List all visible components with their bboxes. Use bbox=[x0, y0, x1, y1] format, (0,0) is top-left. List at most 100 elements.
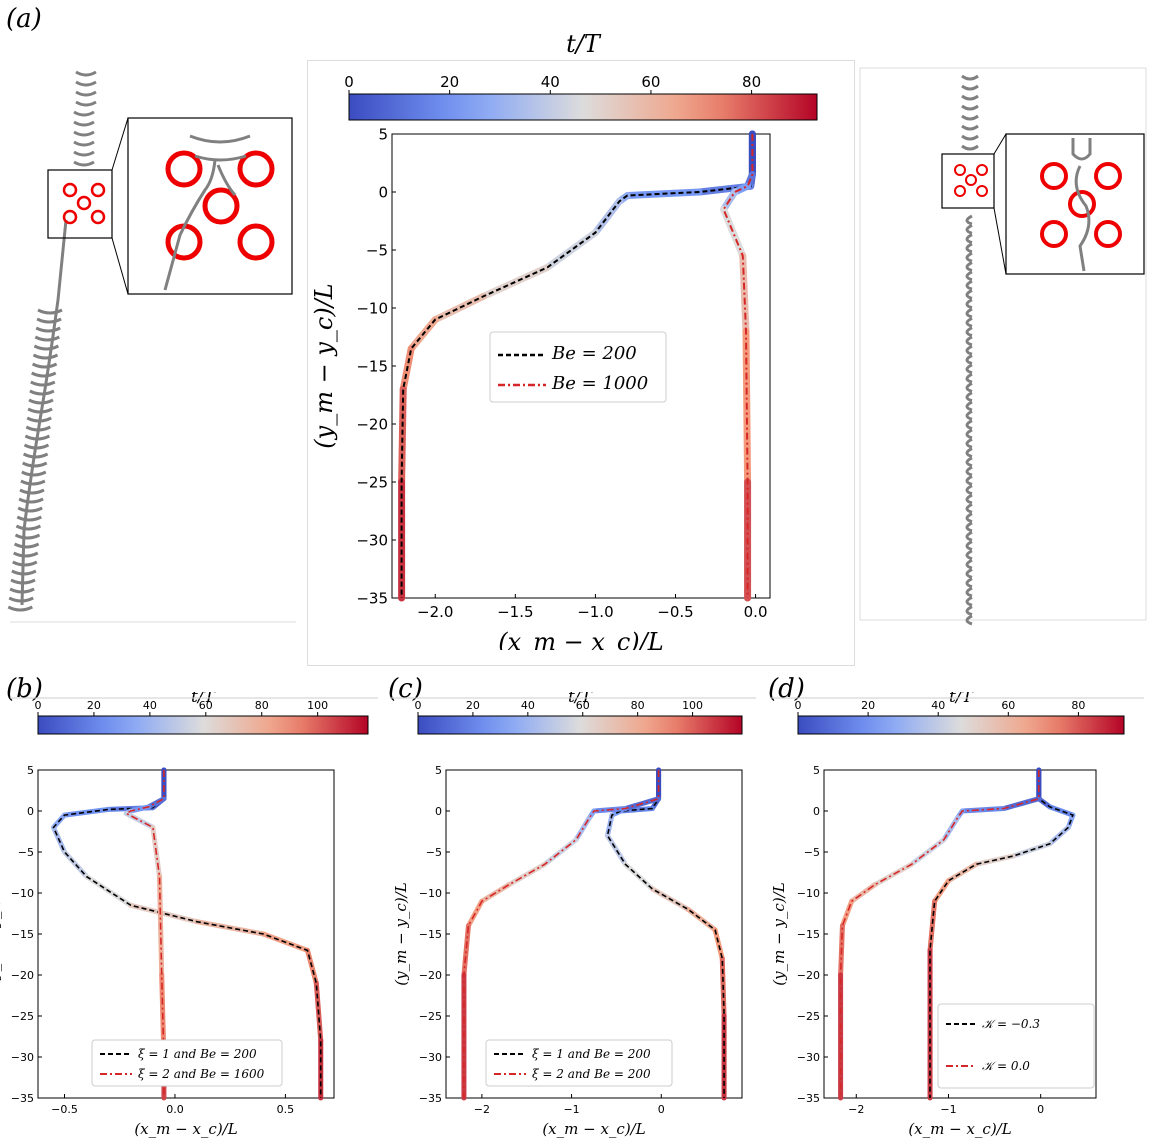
colorbar-tick-label: 40 bbox=[521, 699, 535, 712]
y-tick-label: −10 bbox=[11, 887, 34, 900]
x-tick-label: −1.5 bbox=[497, 603, 533, 621]
y-axis-label: (y_m − y_c)/L bbox=[310, 283, 338, 448]
legend-entry: 𝒦 = 0.0 bbox=[982, 1059, 1030, 1073]
colorbar-tick-label: 20 bbox=[440, 73, 459, 91]
y-tick-label: −10 bbox=[356, 299, 388, 317]
colorbar-label: t/T bbox=[566, 30, 602, 58]
colorbar-tick-label: 20 bbox=[466, 699, 480, 712]
x-tick-label: −0.5 bbox=[657, 603, 693, 621]
colorbar bbox=[348, 93, 818, 121]
y-tick-label: −25 bbox=[797, 1010, 820, 1023]
x-tick-label: 0.5 bbox=[277, 1103, 295, 1116]
y-tick-label: −35 bbox=[797, 1092, 820, 1105]
colorbar-tick-label: 60 bbox=[576, 699, 590, 712]
colorbar-label: t/T bbox=[949, 692, 975, 707]
y-tick-label: 5 bbox=[27, 764, 34, 777]
chart-c: t/T0 20 40 60 80 100−2 −1 050−5−10−15−20−25−30−… bbox=[390, 692, 756, 1138]
colorbar-tick-label: 40 bbox=[931, 699, 945, 712]
y-tick-label: −5 bbox=[804, 846, 820, 859]
y-tick-label: −10 bbox=[797, 887, 820, 900]
legend bbox=[937, 1003, 1095, 1089]
series-line bbox=[606, 770, 725, 1098]
zoom-source-box bbox=[47, 169, 113, 239]
series-line bbox=[839, 770, 1040, 1098]
y-tick-label: 5 bbox=[813, 764, 820, 777]
colorbar-label: t/T bbox=[568, 692, 594, 707]
x-axis-label: (x_m − x_c)/L bbox=[542, 1120, 645, 1138]
zoom-inset-box bbox=[127, 117, 293, 295]
swimmer-snapshot-left bbox=[7, 70, 296, 623]
y-tick-label: −20 bbox=[797, 969, 820, 982]
trail-marks-right bbox=[961, 74, 979, 626]
y-tick-label: −20 bbox=[356, 415, 388, 433]
x-tick-label: −1 bbox=[940, 1103, 956, 1116]
legend-entry: ξ = 1 and Be = 200 bbox=[138, 1047, 257, 1061]
y-tick-label: 5 bbox=[435, 764, 442, 777]
colorbar-tick-label: 100 bbox=[682, 699, 703, 712]
series-line bbox=[929, 770, 1074, 1098]
colorbar-tick-label: 20 bbox=[87, 699, 101, 712]
y-tick-label: −30 bbox=[797, 1051, 820, 1064]
y-tick-label: −15 bbox=[419, 928, 442, 941]
panel-label-d: (d) bbox=[768, 674, 805, 704]
colorbar-tick-label: 100 bbox=[307, 699, 328, 712]
trajectory-segment bbox=[927, 898, 938, 953]
trajectory-segment bbox=[128, 902, 200, 925]
x-axis-label: (x_m − x_c)/L bbox=[908, 1120, 1011, 1138]
y-tick-label: −30 bbox=[419, 1051, 442, 1064]
colorbar-tick-label: 80 bbox=[742, 73, 761, 91]
y-tick-label: −35 bbox=[356, 589, 388, 607]
series-0 bbox=[50, 767, 324, 1101]
colorbar-tick-label: 0 bbox=[415, 699, 422, 712]
y-tick-label: −15 bbox=[11, 928, 34, 941]
y-tick-label: −25 bbox=[11, 1010, 34, 1023]
trajectory-segment bbox=[62, 806, 112, 818]
y-tick-label: −15 bbox=[356, 357, 388, 375]
y-tick-label: −5 bbox=[366, 241, 388, 259]
x-tick-label: 0.0 bbox=[744, 603, 768, 621]
y-tick-label: −25 bbox=[419, 1010, 442, 1023]
colorbar-tick-label: 40 bbox=[541, 73, 560, 91]
legend-entry: ξ = 1 and Be = 200 bbox=[532, 1047, 651, 1061]
chart-b: t/T 0 20 40 60 80 100 −0.5 0.0 0.5 5 0 −5 −10 −15 −20 −2… bbox=[0, 692, 378, 1138]
colorbar-tick-label: 0 bbox=[35, 699, 42, 712]
y-tick-label: −30 bbox=[11, 1051, 34, 1064]
y-tick-label: 0 bbox=[378, 183, 388, 201]
legend-entry: Be = 200 bbox=[551, 343, 637, 364]
colorbar-tick-label: 80 bbox=[255, 699, 269, 712]
legend bbox=[485, 1039, 673, 1087]
series-0 bbox=[604, 767, 727, 1101]
y-axis-label: (y_m − y_c)/L bbox=[392, 882, 410, 985]
x-tick-label: 0 bbox=[658, 1103, 665, 1116]
colorbar-label: t/T bbox=[191, 692, 217, 707]
colorbar-tick-label: 20 bbox=[861, 699, 875, 712]
colorbar-tick-label: 40 bbox=[143, 699, 157, 712]
y-tick-label: −20 bbox=[11, 969, 34, 982]
obstacle-circles-small bbox=[62, 182, 106, 225]
panel-label-a: (a) bbox=[6, 4, 42, 34]
x-tick-label: −2.0 bbox=[417, 603, 453, 621]
colorbar-tick-label: 0 bbox=[795, 699, 802, 712]
y-tick-label: −5 bbox=[18, 846, 34, 859]
colorbar-tick-label: 80 bbox=[631, 699, 645, 712]
x-tick-label: −2 bbox=[848, 1103, 864, 1116]
series-1 bbox=[461, 767, 662, 1101]
x-tick-label: 0.0 bbox=[166, 1103, 184, 1116]
legend-entry: ξ = 2 and Be = 1600 bbox=[138, 1067, 265, 1081]
legend-entry: ξ = 2 and Be = 200 bbox=[532, 1067, 651, 1081]
swimmer-snapshot-right bbox=[859, 67, 1147, 626]
y-tick-label: −35 bbox=[11, 1092, 34, 1105]
series-line bbox=[124, 770, 165, 1098]
y-axis-label: (y_m − y_c)/L bbox=[770, 882, 788, 985]
panel-label-b: (b) bbox=[6, 674, 43, 704]
x-tick-label: −0.5 bbox=[51, 1103, 78, 1116]
y-tick-label: −10 bbox=[419, 887, 442, 900]
trajectory-segment bbox=[1047, 804, 1076, 818]
panel-a-frame bbox=[307, 60, 855, 666]
x-axis-label: (x_m − x_c)/L bbox=[498, 628, 663, 650]
y-tick-label: −20 bbox=[419, 969, 442, 982]
colorbar-tick-label: 60 bbox=[1001, 699, 1015, 712]
y-tick-label: −25 bbox=[356, 473, 388, 491]
chart-a: t/T 0 20 40 60 80 −2.0 −1.5 −1.0 −0.5 0.0 5 0 −5 −10 −1… bbox=[310, 30, 818, 650]
panel-label-c: (c) bbox=[388, 674, 423, 704]
